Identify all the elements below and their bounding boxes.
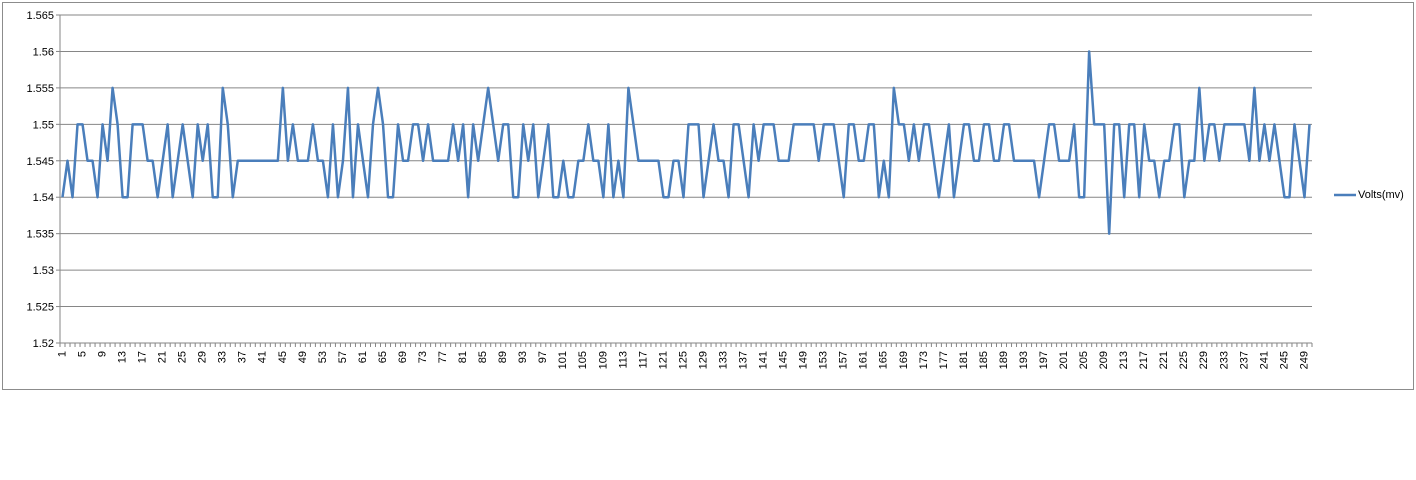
x-tick-label: 245 [1278,351,1290,369]
x-tick-label: 225 [1178,351,1190,369]
y-tick-label: 1.545 [26,156,54,168]
x-tick-label: 205 [1078,351,1090,369]
x-tick-label: 221 [1158,351,1170,369]
y-tick-label: 1.53 [33,265,54,277]
x-tick-label: 169 [898,351,910,369]
x-tick-label: 17 [137,351,149,363]
x-tick-label: 149 [798,351,810,369]
legend: Volts(mv) [1334,189,1404,201]
x-tick-label: 213 [1118,351,1130,369]
x-tick-label: 209 [1098,351,1110,369]
x-tick-label: 133 [717,351,729,369]
series-line [61,50,1311,235]
x-tick-label: 173 [918,351,930,369]
x-tick-label: 145 [778,351,790,369]
x-tick-label: 185 [978,351,990,369]
x-tick-label: 161 [858,351,870,369]
y-tick-label: 1.55 [33,119,54,131]
x-tick-label: 189 [998,351,1010,369]
x-tick-label: 241 [1258,351,1270,369]
x-tick-label: 117 [637,351,649,369]
series-lines [61,50,1311,235]
chart-frame [2,2,1414,390]
x-tick-label: 93 [517,351,529,363]
x-tick-label: 229 [1198,351,1210,369]
x-tick-label: 249 [1298,351,1310,369]
x-tick-label: 9 [96,351,108,357]
x-tick-label: 49 [297,351,309,363]
x-tick-label: 197 [1038,351,1050,369]
x-tick-label: 65 [377,351,389,363]
x-tick-label: 57 [337,351,349,363]
x-tick-label: 165 [878,351,890,369]
x-tick-label: 129 [697,351,709,369]
x-tick-label: 177 [938,351,950,369]
y-tick-label: 1.52 [33,338,54,350]
x-tick-label: 45 [277,351,289,363]
x-tick-label: 61 [357,351,369,363]
x-tick-label: 85 [477,351,489,363]
x-tick-label: 153 [818,351,830,369]
y-axis-tick-labels: 1.52 1.525 1.53 1.535 1.54 1.545 1.55 1.555 1.56… [26,10,54,350]
axes [56,14,1313,347]
x-tick-label: 73 [417,351,429,363]
y-tick-label: 1.525 [26,302,54,314]
x-tick-label: 125 [677,351,689,369]
x-axis-tick-labels: 1 5 9 13 17 21 25 29 33 37 41 45 49 53 57 61 65 69 73 77 81 8… [56,351,1310,369]
x-tick-label: 217 [1138,351,1150,369]
y-tick-label: 1.565 [26,10,54,22]
y-tick-label: 1.555 [26,83,54,95]
x-tick-label: 77 [437,351,449,363]
x-tick-label: 81 [457,351,469,363]
y-tick-label: 1.56 [33,46,54,58]
x-tick-label: 29 [197,351,209,363]
x-tick-label: 105 [577,351,589,369]
x-tick-label: 101 [557,351,569,369]
x-tick-label: 141 [758,351,770,369]
x-tick-label: 69 [397,351,409,363]
x-tick-label: 97 [537,351,549,363]
x-tick-label: 89 [497,351,509,363]
x-tick-label: 157 [838,351,850,369]
x-tick-label: 237 [1238,351,1250,369]
x-tick-label: 37 [237,351,249,363]
x-tick-label: 109 [597,351,609,369]
x-tick-label: 53 [317,351,329,363]
x-tick-label: 137 [737,351,749,369]
x-tick-label: 113 [617,351,629,369]
x-tick-label: 41 [257,351,269,363]
x-tick-label: 13 [117,351,129,363]
x-tick-label: 233 [1218,351,1230,369]
x-tick-label: 33 [217,351,229,363]
x-tick-label: 25 [177,351,189,363]
x-tick-label: 193 [1018,351,1030,369]
x-tick-label: 181 [958,351,970,369]
legend-label: Volts(mv) [1358,189,1404,201]
y-tick-label: 1.535 [26,229,54,241]
y-tick-label: 1.54 [33,192,54,204]
x-tick-label: 121 [657,351,669,369]
x-tick-label: 201 [1058,351,1070,369]
x-tick-label: 21 [157,351,169,363]
x-tick-label: 5 [76,351,88,357]
x-tick-label: 1 [56,351,68,357]
